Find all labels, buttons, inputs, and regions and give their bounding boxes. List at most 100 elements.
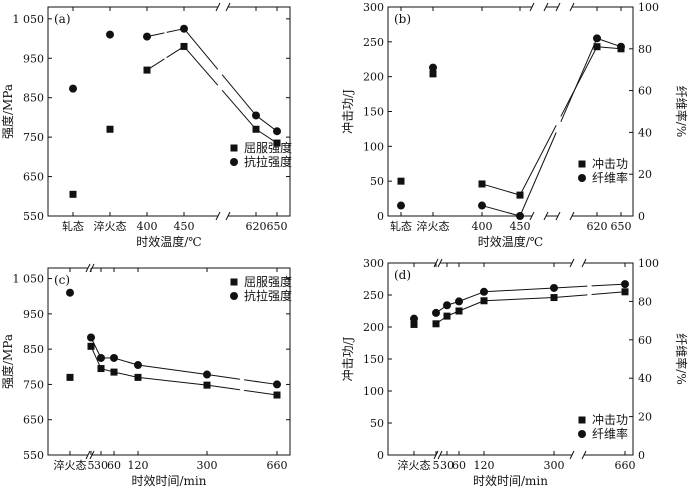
series-circle [397,34,625,220]
y2-tick-label: 40 [638,372,652,385]
data-point [87,342,95,350]
series-line [596,37,622,48]
panel-label: (a) [54,12,71,26]
y-tick-label: 550 [23,210,44,223]
data-point [621,280,629,289]
series-line [244,379,278,385]
series-square [69,42,281,198]
x-tick-label: 400 [137,220,158,233]
data-point [252,125,260,133]
data-point [593,43,601,51]
panel-label: (c) [54,273,70,287]
axis-break-mark [555,211,561,221]
data-point [443,301,451,310]
data-point [397,177,405,185]
data-point [110,368,118,376]
data-point [550,283,558,292]
data-point [97,353,105,362]
data-point [410,320,418,328]
y-tick-label: 300 [363,1,384,14]
data-point [478,201,486,210]
y-tick-label: 0 [377,210,384,223]
legend-label: 抗拉强度 [244,154,292,169]
y-tick-label: 1 050 [13,273,45,286]
x-tick-label: 450 [174,220,195,233]
axis-break-gap [572,261,584,265]
y2-tick-label: 80 [638,43,652,56]
x-tick-label: 120 [474,459,495,472]
y-tick-label: 550 [23,449,44,462]
x-tick-label: 300 [544,459,565,472]
data-point [66,288,74,297]
legend-marker [230,158,238,166]
axis-break-mark [569,211,575,221]
y-tick-label: 850 [23,92,44,105]
y-tick-label: 1 050 [13,13,45,26]
axis-break-mark [581,258,587,268]
series-line [481,205,521,217]
data-point [432,320,440,328]
series-line [458,300,485,312]
legend-marker [230,292,238,300]
axis-break-gap [532,214,546,218]
series-line [90,346,102,369]
legend-marker [578,160,586,168]
plot-frame [47,6,291,217]
data-point [516,191,524,199]
y-tick-label: 150 [363,106,384,119]
axis-break-gap [532,5,546,9]
axis-break-mark [555,2,561,12]
axis-break-gap [572,453,584,457]
series-line [458,291,485,302]
y2-tick-label: 20 [638,411,652,424]
axis-break-mark [529,2,535,12]
data-point [180,24,188,33]
series-line [113,371,139,378]
series-line [137,364,208,376]
y-tick-label: 950 [23,52,44,65]
y-tick-label: 200 [363,71,384,84]
series-square [410,288,629,328]
axis-break-gap [436,261,440,265]
y2-tick-label: 60 [638,334,652,347]
chart-panel-3: 550 650 750 850 950 1 050 淬火态 5 30 60 120 300 660 时效时… [0,263,292,488]
y-axis-label: 强度/MPa [0,334,15,389]
axis-break-mark [569,2,575,12]
series-line [183,46,219,86]
panel-label: (d) [394,268,411,282]
x-tick-label: 650 [611,220,632,233]
series-circle [66,288,281,389]
x-tick-label: 淬火态 [398,458,431,472]
y2-axis-label: 纤维率/% [674,86,689,137]
axis-break-gap [218,214,228,218]
x-tick-label: 620 [587,220,608,233]
axis-break-mark [529,211,535,221]
data-point [455,307,463,315]
data-point [593,34,601,43]
data-point [69,84,77,93]
y-tick-label: 250 [363,36,384,49]
data-point [429,70,437,78]
x-tick-label: 620 [246,220,267,233]
axis-break-mark [85,450,91,460]
y-tick-label: 200 [363,321,384,334]
y2-tick-label: 60 [638,85,652,98]
series-line [113,357,139,366]
data-point [143,66,151,74]
axis-break-gap [436,453,440,457]
y2-tick-label: 100 [638,257,659,270]
legend-label: 纤维率 [592,426,628,441]
data-point [97,365,105,373]
data-point [203,381,211,389]
axis-break-mark [225,2,231,12]
series-line [221,89,257,130]
axis-break-mark [543,2,549,12]
data-point [110,353,118,362]
data-point [252,111,260,120]
y-tick-label: 100 [363,385,384,398]
legend-marker [578,174,586,182]
